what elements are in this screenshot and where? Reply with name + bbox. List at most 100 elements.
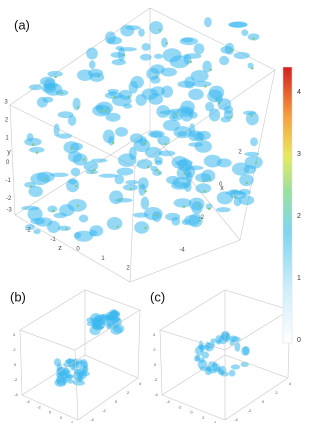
blob [243,164,257,174]
blob [28,185,43,198]
blob [184,214,200,226]
dot [65,227,68,231]
blob [89,72,105,83]
blob [67,115,77,126]
blob [161,37,168,48]
blob [138,183,146,196]
blob [210,363,221,372]
blob [219,55,230,66]
tick-label: -4 [26,399,30,404]
tick-label: 2 [238,150,242,156]
blob [36,171,55,183]
dot [143,142,146,145]
dot [203,190,206,193]
blob [90,158,108,163]
blob [63,141,80,154]
blob [34,217,53,227]
blob [78,371,90,377]
blob [218,334,228,345]
tick-label: 2 [275,390,278,395]
blob [107,36,123,45]
blob [144,146,162,158]
figure: (a) (b) (c) 3 2 1 0 -1 -2 -3 y -2 -1 0 1 2 z 2 0 -2 -4 x 4 2 0 -2… [4,7,301,423]
tick-label: 0 [154,362,157,367]
dot [29,185,33,188]
blob [171,155,188,169]
tick-label: 2 [5,118,9,124]
labels: (a) (b) (c) 3 2 1 0 -1 -2 -3 y -2 -1 0 1 2 z 2 0 -2 -4 x 4 2 0 -2… [4,17,301,423]
blob [208,85,225,100]
blob [111,309,118,319]
blob [229,21,248,28]
tick-label: 1 [5,136,9,142]
dot [112,141,115,144]
blob [216,207,231,213]
blob [140,53,152,61]
dot [255,161,258,165]
panel-label: (c) [150,289,165,304]
colorbar-tick-label: 2 [297,213,301,220]
blob [244,151,260,157]
blob [250,137,258,147]
dot [144,190,147,193]
blob [148,130,165,138]
blob [134,221,150,234]
axis-label: z [58,245,62,252]
dot [250,114,253,117]
blob [201,169,216,183]
blob [78,214,89,223]
tick-label: 0 [76,247,80,253]
blob [53,123,60,137]
blob [238,195,255,206]
dot [100,109,104,112]
tick-label: -4 [234,417,238,422]
blob [136,159,153,170]
blob [111,59,127,66]
blob [73,232,82,239]
dot [52,209,55,213]
blob [98,173,118,178]
blob [100,315,106,326]
tick-label: -4 [90,417,94,422]
blob [184,164,196,178]
colorbar-tick-label: 4 [297,89,301,96]
blob [42,83,59,88]
blob [42,96,54,103]
colorbar-tick-label: 1 [297,275,301,282]
blob [122,184,139,191]
tick-label: 1 [101,256,105,262]
blob [149,20,163,35]
dot [116,225,119,229]
blob [197,359,208,370]
axis-label: x [220,185,224,192]
blob [135,93,147,106]
blob [73,380,85,386]
tick-label: 0 [6,160,10,166]
dot [230,115,233,119]
axis-label: y [7,149,11,156]
blob [66,178,80,193]
dot [233,195,237,199]
colorbar-tick-label: 3 [297,151,301,158]
blob [184,181,192,193]
dot [70,147,73,151]
blob [138,28,145,37]
blob [47,70,63,78]
tick-label: -2 [178,404,182,409]
tick-label: 2 [127,390,130,395]
blob [123,103,133,109]
blob [243,110,257,115]
blob [50,172,69,177]
blob [29,84,43,91]
blob [204,366,213,376]
blob [60,376,72,382]
dot [32,143,35,146]
tick-label: -2 [25,228,31,234]
dot [35,151,39,154]
dot [207,207,211,210]
tick-label: -2 [154,377,158,382]
blob [183,53,202,59]
blob [86,47,98,60]
dot [158,171,161,175]
